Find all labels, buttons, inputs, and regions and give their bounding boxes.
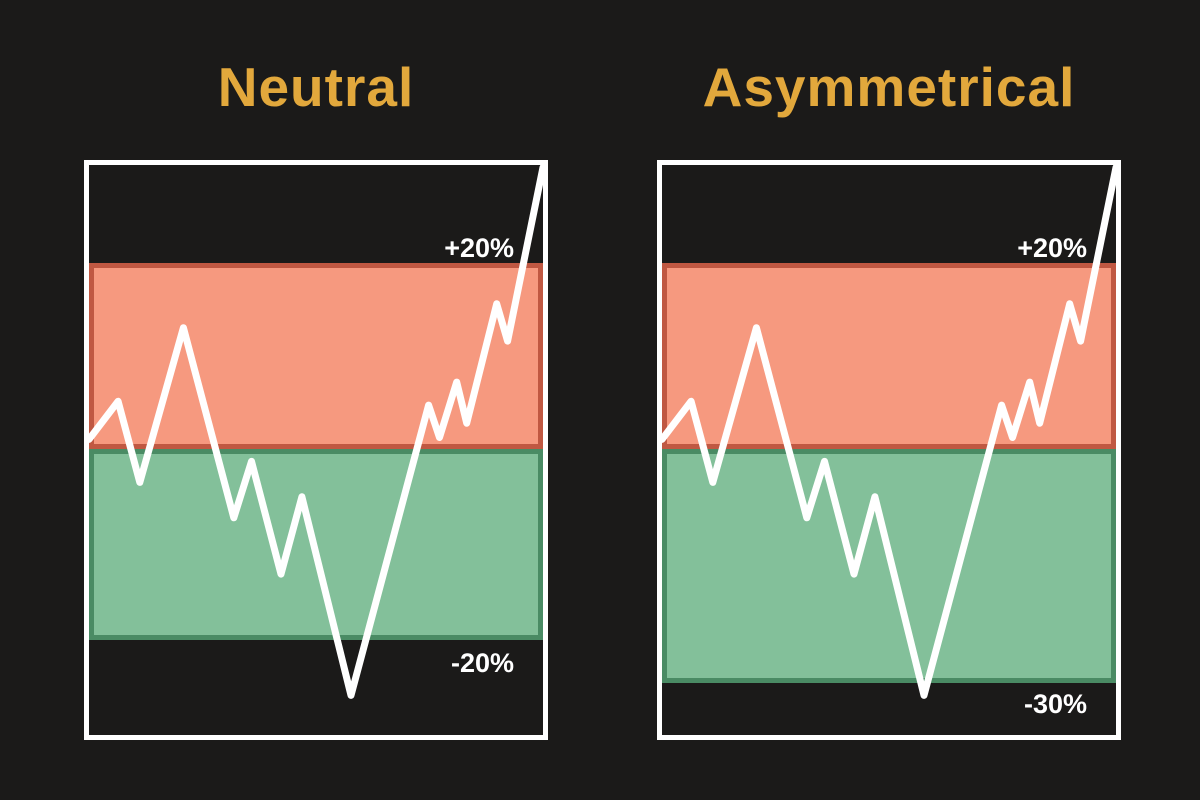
panel-neutral: Neutral +20% -20% <box>84 56 548 740</box>
chart-neutral: +20% -20% <box>84 160 548 740</box>
upper-threshold-label: +20% <box>444 233 514 263</box>
lower-threshold-label: -20% <box>451 648 514 678</box>
panel-title-neutral: Neutral <box>217 56 415 118</box>
lower-threshold-label: -30% <box>1024 689 1087 719</box>
panel-title-asymmetrical: Asymmetrical <box>702 56 1076 118</box>
drift-line <box>658 163 1120 699</box>
chart-asymmetrical: +20% -30% <box>657 160 1121 740</box>
panel-asymmetrical: Asymmetrical +20% -30% <box>657 56 1121 740</box>
chart-frame <box>84 160 548 740</box>
drift-line <box>85 163 547 699</box>
chart-frame <box>657 160 1121 740</box>
upper-threshold-label: +20% <box>1017 233 1087 263</box>
